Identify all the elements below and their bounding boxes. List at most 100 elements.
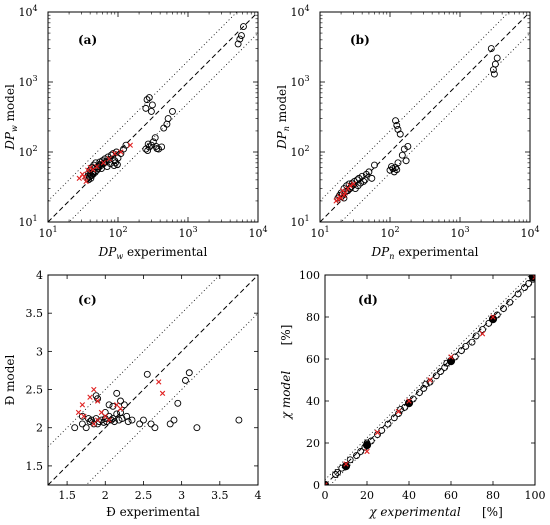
panel-c: 1.5 1.5 2 2 2.5 2.5 3 3 3.5 3.5 4 4 (c) Đ experimen…	[3, 269, 262, 519]
data-point	[136, 420, 144, 428]
data-point	[147, 420, 155, 428]
data-point	[147, 107, 155, 115]
panel-b-frame	[319, 11, 531, 223]
data-point	[193, 424, 201, 432]
parity-line	[48, 275, 258, 485]
x-tick-label: 60	[444, 489, 458, 502]
data-point	[462, 342, 470, 350]
data-point	[145, 143, 153, 151]
y-tick-label: 80	[306, 311, 320, 324]
data-point	[89, 170, 97, 178]
data-point	[147, 141, 155, 149]
x-tick-label: 104	[520, 225, 539, 240]
x-tick-label: 101	[38, 225, 57, 240]
y-tick-label: 2.5	[26, 384, 44, 397]
data-point	[142, 145, 150, 153]
data-point-cross	[343, 461, 349, 467]
panel-c-label: (c)	[78, 293, 97, 307]
data-point-filled	[488, 315, 498, 324]
y-tick-label: 103	[18, 74, 37, 89]
panel-c-plot-area	[48, 275, 258, 485]
data-point	[94, 163, 102, 170]
y-tick-label: 102	[18, 144, 37, 159]
panel-d-plot-area	[325, 275, 535, 485]
panel-b-x-axis-label: DPn experimental	[371, 245, 479, 261]
data-point-cross	[156, 379, 162, 385]
data-point	[441, 363, 449, 371]
data-point-cross	[94, 398, 101, 404]
data-point	[426, 378, 434, 386]
data-point	[78, 412, 86, 420]
data-point-filled	[341, 462, 351, 471]
tolerance-line	[48, 12, 238, 202]
data-point-cross	[87, 394, 93, 400]
data-point	[390, 414, 398, 422]
data-point-cross	[91, 386, 97, 393]
data-point-filled	[404, 399, 414, 408]
data-point-cross	[427, 377, 433, 383]
data-point	[240, 23, 247, 30]
panel-d-x-axis-label: χ experimental	[368, 505, 460, 519]
data-point	[128, 416, 136, 424]
data-point	[113, 161, 121, 169]
data-point	[451, 353, 459, 361]
data-point	[384, 420, 392, 428]
panel-d: 00 20 20 40 40 60 60 80 80 100 100 (d) χ experimen…	[279, 269, 546, 519]
panel-d-frame	[324, 274, 536, 486]
data-point	[472, 332, 480, 340]
x-tick-label: 40	[402, 489, 416, 502]
panel-c-y-axis-label: Đ model	[3, 354, 17, 405]
data-point	[105, 401, 113, 409]
data-point	[145, 94, 153, 101]
panel-d-x-axis-unit: [%]	[482, 505, 503, 519]
data-point-cross	[117, 405, 124, 412]
x-tick-label: 3	[178, 489, 185, 502]
data-point	[468, 338, 476, 346]
data-point	[521, 284, 528, 292]
data-point	[491, 60, 499, 68]
data-point	[105, 412, 113, 420]
x-tick-label: 20	[360, 489, 374, 502]
data-point	[109, 150, 117, 158]
data-point-cross	[87, 164, 93, 171]
data-point-cross	[159, 390, 166, 397]
data-point-cross	[106, 156, 112, 162]
data-point-cross	[325, 482, 328, 485]
data-point-cross	[106, 417, 112, 423]
data-point	[140, 416, 147, 424]
data-point	[166, 420, 174, 428]
data-point	[395, 410, 402, 418]
data-point	[160, 124, 168, 132]
data-point	[78, 420, 86, 428]
data-point	[101, 409, 109, 416]
data-point	[87, 174, 95, 182]
x-tick-label: 0	[322, 489, 329, 502]
data-point	[334, 468, 342, 476]
data-point	[143, 96, 151, 104]
data-point-cross	[81, 413, 87, 419]
data-point	[393, 121, 401, 129]
data-point	[346, 456, 354, 464]
data-point	[113, 410, 121, 418]
panel-a-x-axis-label: DPw experimental	[98, 245, 208, 261]
x-tick-label: 103	[178, 225, 197, 240]
data-point	[112, 159, 119, 167]
data-point	[371, 161, 378, 169]
data-point-cross	[364, 448, 370, 455]
panel-b-label: (b)	[350, 33, 370, 47]
data-point	[144, 147, 152, 154]
x-tick-label: 104	[248, 225, 267, 240]
data-point	[234, 40, 242, 48]
data-point	[110, 418, 118, 426]
data-point-cross	[81, 174, 87, 180]
data-point-cross	[479, 331, 486, 337]
data-point	[398, 151, 406, 159]
data-point	[416, 389, 423, 397]
tolerance-line	[329, 279, 535, 485]
x-tick-label: 3.5	[211, 489, 229, 502]
x-tick-label: 101	[310, 225, 329, 240]
data-point	[236, 35, 244, 43]
data-point	[420, 384, 428, 392]
data-point	[120, 145, 127, 153]
data-point-cross	[395, 408, 402, 415]
